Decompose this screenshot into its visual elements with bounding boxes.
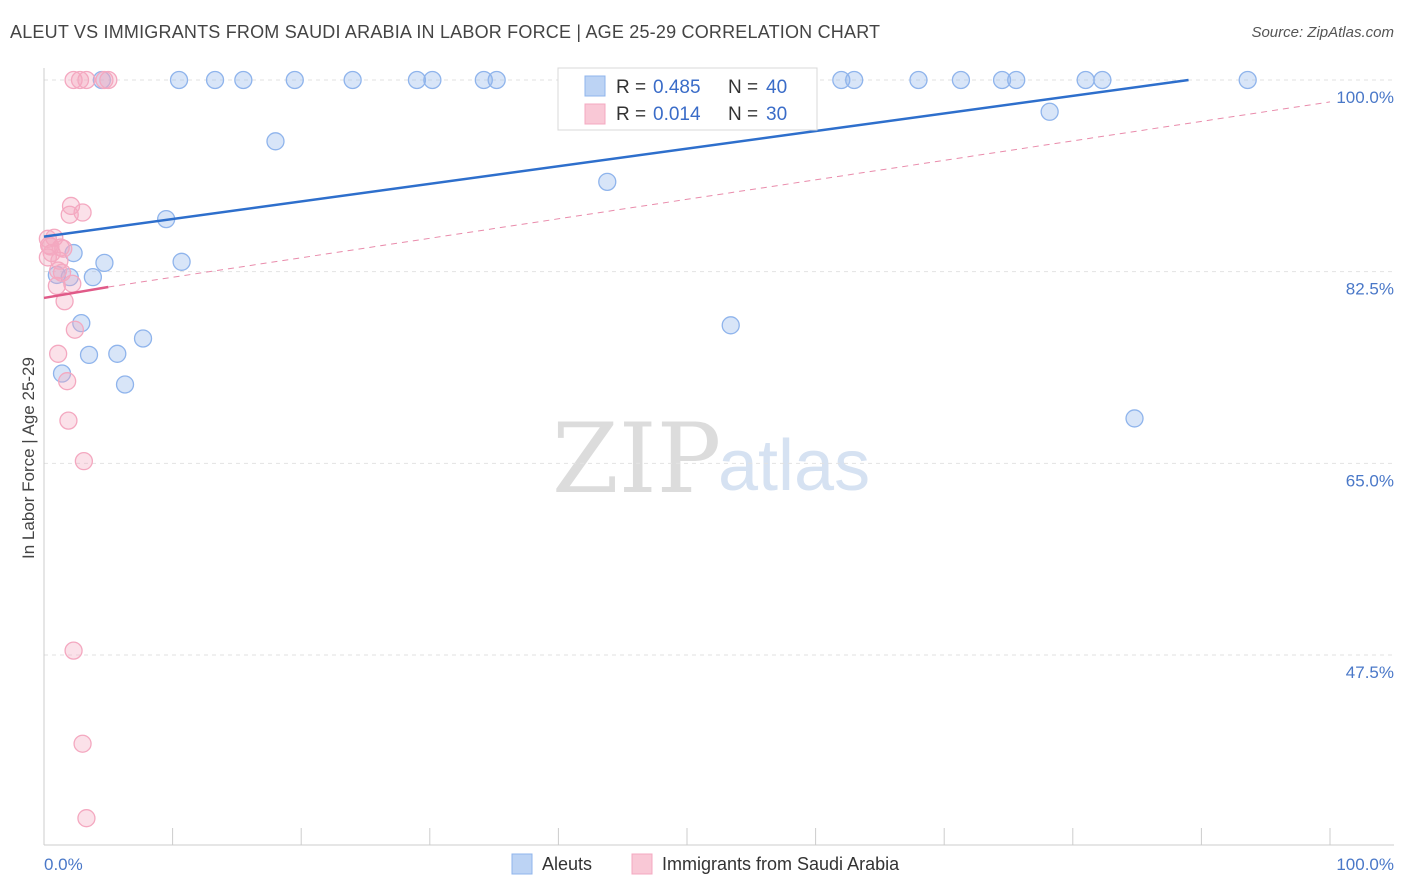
saudi-point [47,276,67,296]
aleut-point [474,70,493,90]
saudi-point [99,70,118,90]
saudi-point [65,320,85,339]
legend-swatch-saudi [584,103,606,125]
saudi-point [64,70,83,90]
y-axis-title: In Labor Force | Age 25-29 [19,357,38,559]
aleut-point [1125,409,1144,428]
legend-r-value-1: 0.485 [653,77,701,98]
aleut-point [95,253,114,273]
watermark-zip: ZIP [552,403,721,515]
aleut-point [343,70,362,90]
aleut-point [951,70,971,90]
trend-lines [43,78,1331,300]
aleut-point [285,70,304,90]
aleut-point [992,70,1012,90]
aleut-trend-line [43,78,1189,238]
aleut-point [845,70,864,90]
saudi-point [73,734,92,753]
legend-n-label-1: N = [728,77,758,98]
aleut-point [172,252,191,271]
saudi-point [74,451,94,471]
aleut-point [234,70,253,90]
y-tick-label: 47.5% [1346,663,1394,682]
aleut-point [79,345,99,365]
series-legend: Aleuts Immigrants from Saudi Arabia [511,853,900,875]
aleut-point [423,70,442,90]
legend-n-value-1: 40 [766,77,787,98]
legend-r-label-1: R = [616,77,646,98]
saudi-trend-line [43,285,109,300]
correlation-legend: R = 0.485 N = 40 R = 0.014 N = 30 [557,67,818,131]
y-tick-label: 100.0% [1336,88,1394,107]
saudi-point [77,809,96,828]
chart-title: ALEUT VS IMMIGRANTS FROM SAUDI ARABIA IN… [10,22,881,42]
saudi-point [59,411,78,430]
saudi-point [60,205,79,224]
saudi-point [77,70,96,90]
aleut-point [266,132,285,151]
aleut-point [83,267,103,287]
aleut-point [832,70,851,90]
bottom-legend-swatch-saudi [631,853,653,875]
legend-n-value-2: 30 [766,104,787,125]
aleut-point [133,329,153,348]
saudi-trend-extension [108,101,1331,288]
aleut-point [1007,70,1026,90]
legend-r-label-2: R = [616,104,646,125]
aleut-point [1040,102,1059,121]
saudi-point [70,70,90,90]
legend-n-label-2: N = [728,104,758,125]
saudi-point [55,292,74,311]
gridlines [44,79,1394,656]
saudi-point [95,70,114,90]
aleut-point [205,70,225,90]
saudi-point [63,274,82,293]
legend-swatch-aleuts [584,75,606,97]
aleut-point [108,344,127,363]
axes: 100.0% 82.5% 65.0% 47.5% 0.0% 100.0% [43,68,1394,874]
saudi-point [64,641,83,660]
y-tick-label: 82.5% [1346,280,1394,299]
legend-r-value-2: 0.014 [653,104,701,125]
aleut-point [115,375,135,394]
aleut-point [169,70,189,90]
x-tick-label: 0.0% [44,855,83,874]
aleut-point [721,316,740,335]
aleut-point [598,172,617,192]
aleut-point [487,70,506,90]
data-points [38,70,1257,828]
aleut-point [407,70,427,90]
saudi-point [48,344,68,363]
watermark-atlas: atlas [718,426,870,506]
chart-source: Source: ZipAtlas.com [1251,24,1394,41]
aleut-point [72,313,91,333]
aleut-point [909,70,928,90]
aleut-point [1076,70,1095,90]
saudi-point [57,372,77,391]
x-tick-label: 100.0% [1336,855,1394,874]
bottom-legend-label-saudi: Immigrants from Saudi Arabia [662,854,900,874]
aleut-point [1093,70,1112,90]
bottom-legend-swatch-aleuts [511,853,533,875]
saudi-point [51,238,70,257]
y-tick-label: 65.0% [1346,471,1394,490]
bottom-legend-label-aleuts: Aleuts [542,854,592,874]
aleut-point [1238,70,1257,90]
